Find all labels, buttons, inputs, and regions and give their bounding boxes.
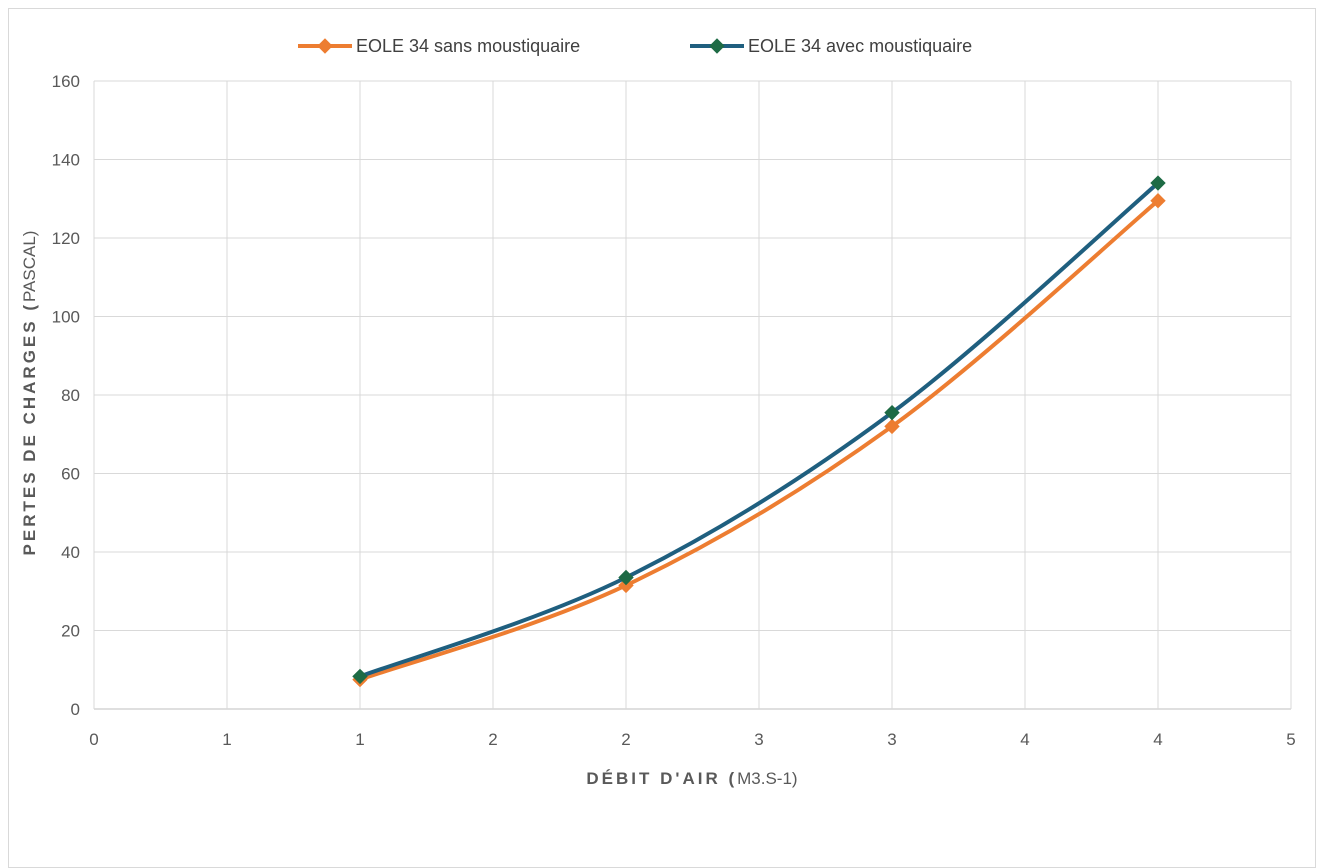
x-tick-label: 2 (488, 730, 497, 749)
series-markers (352, 175, 1166, 688)
grid (93, 80, 1292, 710)
legend: EOLE 34 sans moustiquaire EOLE 34 avec mo… (298, 36, 972, 56)
y-tick-label: 120 (52, 229, 80, 248)
y-tick-label: 20 (61, 622, 80, 641)
x-axis-title-bold: DÉBIT D'AIR ( (586, 769, 737, 788)
data-point-marker (618, 577, 634, 594)
y-axis-title: PERTES DE CHARGES (PASCAL) (20, 231, 39, 556)
x-axis-title-unit: M3.S-1) (737, 769, 797, 788)
series-lines (358, 181, 1160, 682)
series-line-2 (358, 181, 1160, 679)
data-point-marker (1150, 175, 1166, 191)
y-tick-labels: 0 20 40 60 80 100 120 140 160 (52, 72, 80, 719)
y-tick-label: 160 (52, 72, 80, 91)
y-tick-label: 80 (61, 386, 80, 405)
x-tick-label: 4 (1153, 730, 1162, 749)
y-tick-label: 0 (71, 700, 80, 719)
x-tick-label: 1 (222, 730, 231, 749)
legend-marker-1 (317, 38, 333, 54)
x-tick-label: 3 (887, 730, 896, 749)
data-point-marker (618, 569, 634, 586)
x-tick-label: 5 (1286, 730, 1295, 749)
y-tick-label: 140 (52, 151, 80, 170)
y-tick-label: 100 (52, 308, 80, 327)
x-axis-title: DÉBIT D'AIR (M3.S-1) (586, 769, 797, 788)
data-point-marker (352, 668, 368, 685)
x-tick-label: 3 (754, 730, 763, 749)
data-point-marker (1150, 193, 1166, 209)
series-line-1 (358, 198, 1160, 682)
y-axis-title-unit: PASCAL) (20, 231, 39, 303)
legend-label-1: EOLE 34 sans moustiquaire (356, 36, 580, 56)
x-tick-label: 2 (621, 730, 630, 749)
x-tick-label: 1 (355, 730, 364, 749)
legend-marker-2 (709, 38, 725, 54)
data-point-marker (884, 418, 900, 435)
x-tick-labels: 0 1 1 2 2 3 3 4 4 5 (89, 730, 1295, 749)
x-tick-label: 0 (89, 730, 98, 749)
x-tick-label: 4 (1020, 730, 1029, 749)
y-tick-label: 40 (61, 543, 80, 562)
y-axis-title-bold: PERTES DE CHARGES ( (20, 302, 39, 555)
y-tick-label: 60 (61, 465, 80, 484)
legend-label-2: EOLE 34 avec moustiquaire (748, 36, 972, 56)
data-point-marker (884, 404, 900, 421)
